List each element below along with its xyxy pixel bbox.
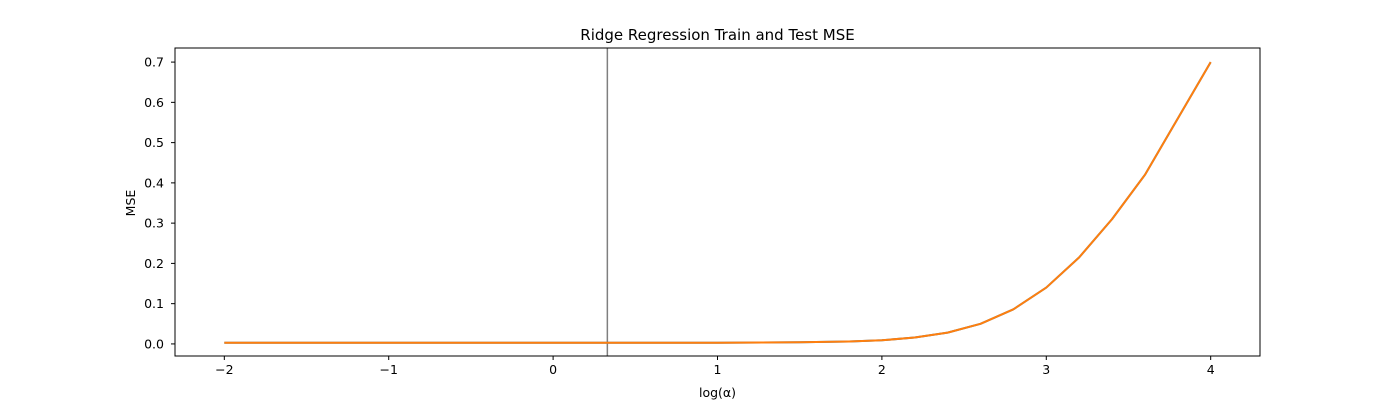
y-axis: 0.0 0.1 0.2 0.3 0.4 0.5 0.6 0.7 bbox=[144, 55, 175, 351]
y-tick-label: 0.0 bbox=[144, 336, 164, 351]
x-tick-label: 1 bbox=[714, 362, 722, 377]
series-line-2 bbox=[224, 61, 1212, 344]
y-axis-label: MSE bbox=[123, 190, 138, 217]
x-axis-label: log(α) bbox=[699, 385, 736, 400]
y-tick-label: 0.3 bbox=[144, 216, 164, 231]
y-tick-label: 0.5 bbox=[144, 135, 164, 150]
plot-area bbox=[224, 48, 1212, 356]
axes-frame bbox=[174, 47, 1261, 357]
chart-title: Ridge Regression Train and Test MSE bbox=[580, 26, 854, 44]
series-line-1 bbox=[224, 61, 1212, 344]
x-tick-label: 3 bbox=[1042, 362, 1050, 377]
x-tick-label: −2 bbox=[215, 362, 233, 377]
y-tick-label: 0.2 bbox=[144, 256, 164, 271]
y-tick-label: 0.7 bbox=[144, 55, 164, 70]
x-tick-label: 0 bbox=[549, 362, 557, 377]
x-tick-label: 2 bbox=[878, 362, 886, 377]
x-tick-label: 4 bbox=[1207, 362, 1215, 377]
y-tick-label: 0.6 bbox=[144, 95, 164, 110]
y-tick-label: 0.1 bbox=[144, 296, 164, 311]
x-axis: −2 −1 0 1 2 3 4 bbox=[215, 356, 1215, 377]
y-tick-label: 0.4 bbox=[144, 175, 164, 190]
x-tick-label: −1 bbox=[379, 362, 397, 377]
